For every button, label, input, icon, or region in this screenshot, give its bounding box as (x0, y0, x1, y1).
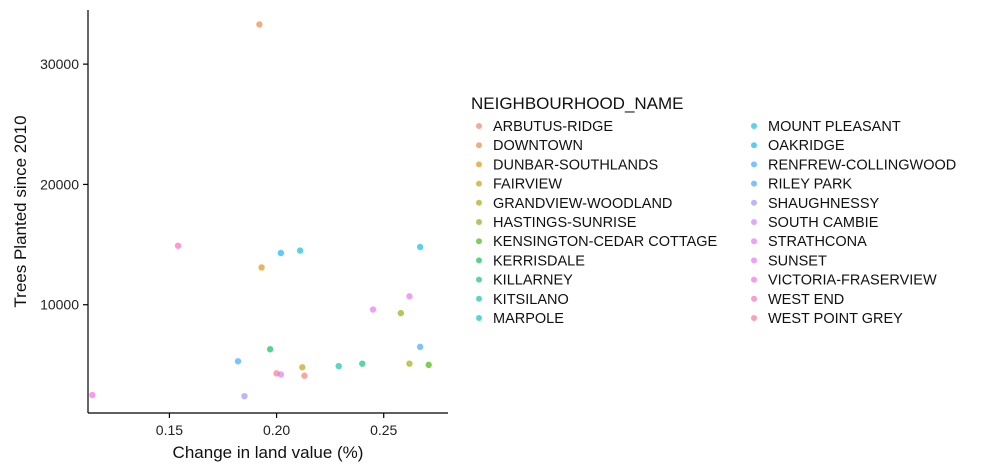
legend-items: ARBUTUS-RIDGE DOWNTOWN DUNBAR-SOUTHLANDS FA… (476, 119, 956, 327)
legend-key (751, 199, 757, 206)
data-point (296, 247, 304, 254)
legend-label: ARBUTUS-RIDGE (493, 119, 613, 135)
data-point (299, 364, 306, 371)
legend-key (476, 219, 482, 225)
legend-key (751, 276, 757, 283)
legend-key (476, 123, 482, 129)
legend-key (476, 161, 482, 168)
x-ticks: 0.15 0.20 0.25 (156, 413, 398, 438)
legend-label: MARPOLE (493, 311, 564, 327)
legend-key (751, 180, 757, 187)
legend-label: GRANDVIEW-WOODLAND (493, 196, 672, 212)
data-point (258, 264, 265, 271)
legend-key (751, 257, 757, 264)
y-ticks: 10000 20000 30000 (40, 56, 88, 313)
legend-label: KITSILANO (493, 292, 569, 308)
data-point (266, 346, 274, 353)
data-point (301, 372, 308, 379)
legend-key (476, 199, 482, 206)
legend-label: KENSINGTON-CEDAR COTTAGE (493, 234, 718, 250)
data-point (277, 249, 285, 257)
data-point (406, 360, 413, 367)
data-point (397, 309, 405, 317)
data-point (234, 358, 242, 365)
legend-label: DOWNTOWN (493, 138, 583, 154)
legend-label: SHAUGHNESSY (768, 196, 880, 212)
legend-key (751, 315, 757, 321)
y-tick-label: 10000 (40, 297, 79, 313)
legend-key (476, 315, 482, 321)
legend-key (476, 238, 482, 245)
data-point (359, 360, 366, 367)
data-point (256, 21, 263, 28)
legend-title: NEIGHBOURHOOD_NAME (471, 94, 684, 113)
data-point (241, 392, 248, 400)
data-point (335, 362, 342, 370)
data-point (416, 243, 424, 251)
legend-key (476, 257, 482, 264)
legend-label: MOUNT PLEASANT (768, 119, 901, 135)
legend-key (476, 276, 482, 283)
data-point (425, 361, 432, 369)
legend-label: SOUTH CAMBIE (768, 215, 879, 231)
legend-key (476, 295, 482, 302)
data-points (89, 21, 432, 400)
y-tick-label: 20000 (40, 176, 79, 192)
legend-label: STRATHCONA (768, 234, 867, 250)
x-tick-label: 0.20 (263, 422, 290, 438)
legend-label: VICTORIA-FRASERVIEW (768, 273, 937, 289)
axes (87, 10, 448, 414)
legend-label: WEST END (768, 292, 844, 308)
legend: NEIGHBOURHOOD_NAME ARBUTUS-RIDGE DOWNTOWN… (471, 94, 956, 327)
legend-key (476, 180, 482, 187)
data-point (89, 391, 96, 399)
legend-label: DUNBAR-SOUTHLANDS (493, 157, 658, 173)
x-axis-title: Change in land value (%) (173, 443, 364, 462)
legend-label: FAIRVIEW (493, 177, 562, 193)
y-tick-label: 30000 (40, 56, 79, 72)
legend-label: KERRISDALE (493, 253, 585, 269)
legend-key (751, 219, 757, 225)
legend-key (751, 295, 757, 302)
legend-label: RILEY PARK (768, 177, 852, 193)
legend-label: WEST POINT GREY (768, 311, 903, 327)
legend-label: OAKRIDGE (768, 138, 845, 154)
legend-key (476, 142, 482, 149)
legend-label: SUNSET (768, 253, 827, 269)
legend-label: HASTINGS-SUNRISE (493, 215, 637, 231)
x-tick-label: 0.25 (370, 422, 397, 438)
legend-key (751, 238, 757, 245)
y-axis-title: Trees Planted since 2010 (11, 115, 30, 307)
x-tick-label: 0.15 (156, 422, 183, 438)
legend-key (751, 123, 757, 129)
data-point (273, 370, 280, 377)
legend-key (751, 161, 757, 168)
data-point (174, 242, 182, 249)
legend-key (751, 142, 757, 149)
legend-label: RENFREW-COLLINGWOOD (768, 157, 956, 173)
legend-label: KILLARNEY (493, 273, 573, 289)
data-point (416, 343, 424, 351)
data-point (406, 293, 413, 300)
data-point (369, 306, 377, 313)
